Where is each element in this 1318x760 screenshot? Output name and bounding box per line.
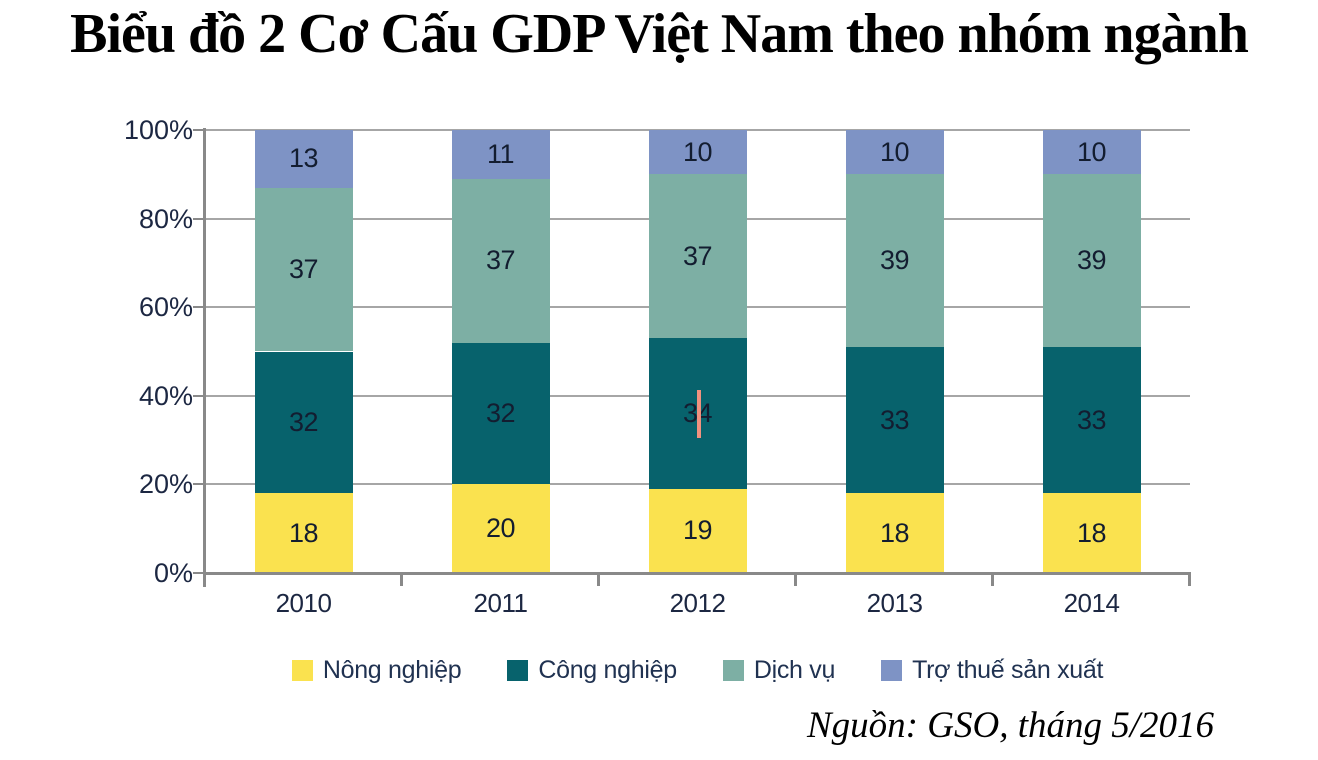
bar-value-label: 18 — [288, 517, 319, 548]
legend-label: Công nghiệp — [538, 655, 677, 684]
x-axis-tick — [597, 575, 600, 586]
bar-value-label: 33 — [1076, 404, 1107, 435]
bar-segment: 33 — [845, 347, 944, 494]
bar-segment: 18 — [254, 493, 353, 573]
y-axis-tick-label: 20% — [138, 469, 193, 500]
x-axis-category-label: 2012 — [669, 588, 726, 618]
bar-segment: 20 — [451, 484, 550, 573]
y-axis-tick-label: 100% — [123, 115, 193, 145]
source-note: Nguồn: GSO, tháng 5/2016 — [807, 705, 1214, 746]
bar-value-label: 19 — [682, 515, 713, 546]
legend-item: Trợ thuế sản xuất — [881, 656, 1103, 685]
legend-label: Nông nghiệp — [322, 655, 462, 684]
x-axis-category-label: 2011 — [473, 588, 528, 618]
bar-segment: 33 — [1042, 347, 1141, 494]
legend-swatch — [881, 659, 903, 681]
x-axis-tick — [1188, 575, 1191, 586]
y-axis-tick — [193, 306, 205, 309]
bar-value-label: 18 — [1076, 517, 1107, 548]
bar-segment: 32 — [254, 351, 353, 494]
y-axis-tick — [193, 483, 205, 486]
y-axis-tick — [193, 394, 205, 397]
bar-segment: 39 — [845, 174, 944, 348]
bar-segment: 18 — [845, 493, 944, 573]
legend-item: Công nghiệp — [507, 656, 677, 685]
y-axis-tick-label: 0% — [153, 558, 193, 588]
text-cursor-artifact — [696, 389, 701, 438]
chart-title: Biểu đồ 2 Cơ Cấu GDP Việt Nam theo nhóm … — [70, 3, 1249, 65]
y-axis-tick — [193, 572, 205, 574]
legend-swatch — [722, 659, 744, 681]
legend-label: Trợ thuế sản xuất — [912, 655, 1104, 684]
bar-segment: 13 — [254, 130, 353, 188]
bar-segment: 10 — [1042, 130, 1141, 175]
y-axis-tick — [193, 129, 205, 131]
bar-segment: 10 — [648, 130, 747, 175]
legend-item: Dịch vụ — [722, 655, 836, 685]
bar-value-label: 10 — [879, 136, 910, 167]
bar-value-label: 32 — [485, 398, 516, 428]
bar-value-label: 37 — [682, 240, 713, 271]
x-axis-line — [203, 572, 1191, 575]
bar-segment: 32 — [451, 342, 550, 485]
bar-segment: 37 — [648, 174, 747, 339]
x-axis-tick — [794, 575, 797, 586]
bar-value-label: 32 — [288, 406, 319, 437]
bar-value-label: 10 — [682, 136, 713, 167]
bar-segment: 19 — [648, 488, 747, 573]
bar-segment: 10 — [845, 130, 944, 175]
bar-value-label: 11 — [486, 138, 515, 169]
x-axis-category-label: 2010 — [275, 588, 332, 618]
chart-legend: Nông nghiệp Công nghiệp Dịch vụ Trợ thuế sả… — [205, 650, 1190, 690]
bar-value-label: 37 — [485, 245, 516, 276]
bar-segment: 37 — [254, 187, 353, 352]
x-axis-tick — [991, 575, 994, 586]
y-axis-line — [203, 128, 206, 587]
bar-value-label: 18 — [879, 517, 910, 548]
bar-segment: 39 — [1042, 174, 1141, 348]
x-axis-tick — [400, 575, 403, 586]
bar-segment: 18 — [1042, 493, 1141, 573]
y-axis-tick — [193, 217, 205, 220]
y-axis-tick-label: 80% — [138, 203, 193, 234]
bar-value-label: 33 — [879, 404, 910, 435]
bar-value-label: 10 — [1076, 136, 1107, 167]
bar-segment: 37 — [451, 178, 550, 343]
x-axis-category-label: 2014 — [1063, 588, 1120, 618]
bar-value-label: 37 — [288, 254, 319, 285]
bar-segment: 11 — [451, 130, 550, 179]
bar-value-label: 39 — [1076, 245, 1107, 276]
x-axis-category-label: 2013 — [866, 588, 923, 618]
legend-item: Nông nghiệp — [291, 655, 462, 685]
bar-value-label: 39 — [879, 245, 910, 276]
bar-value-label: 20 — [485, 513, 516, 544]
legend-swatch — [507, 659, 529, 681]
y-axis-tick-label: 40% — [138, 380, 193, 411]
bar-value-label: 13 — [288, 143, 319, 174]
legend-swatch — [291, 659, 313, 681]
legend-label: Dịch vụ — [753, 655, 836, 684]
y-axis-tick-label: 60% — [138, 292, 193, 323]
